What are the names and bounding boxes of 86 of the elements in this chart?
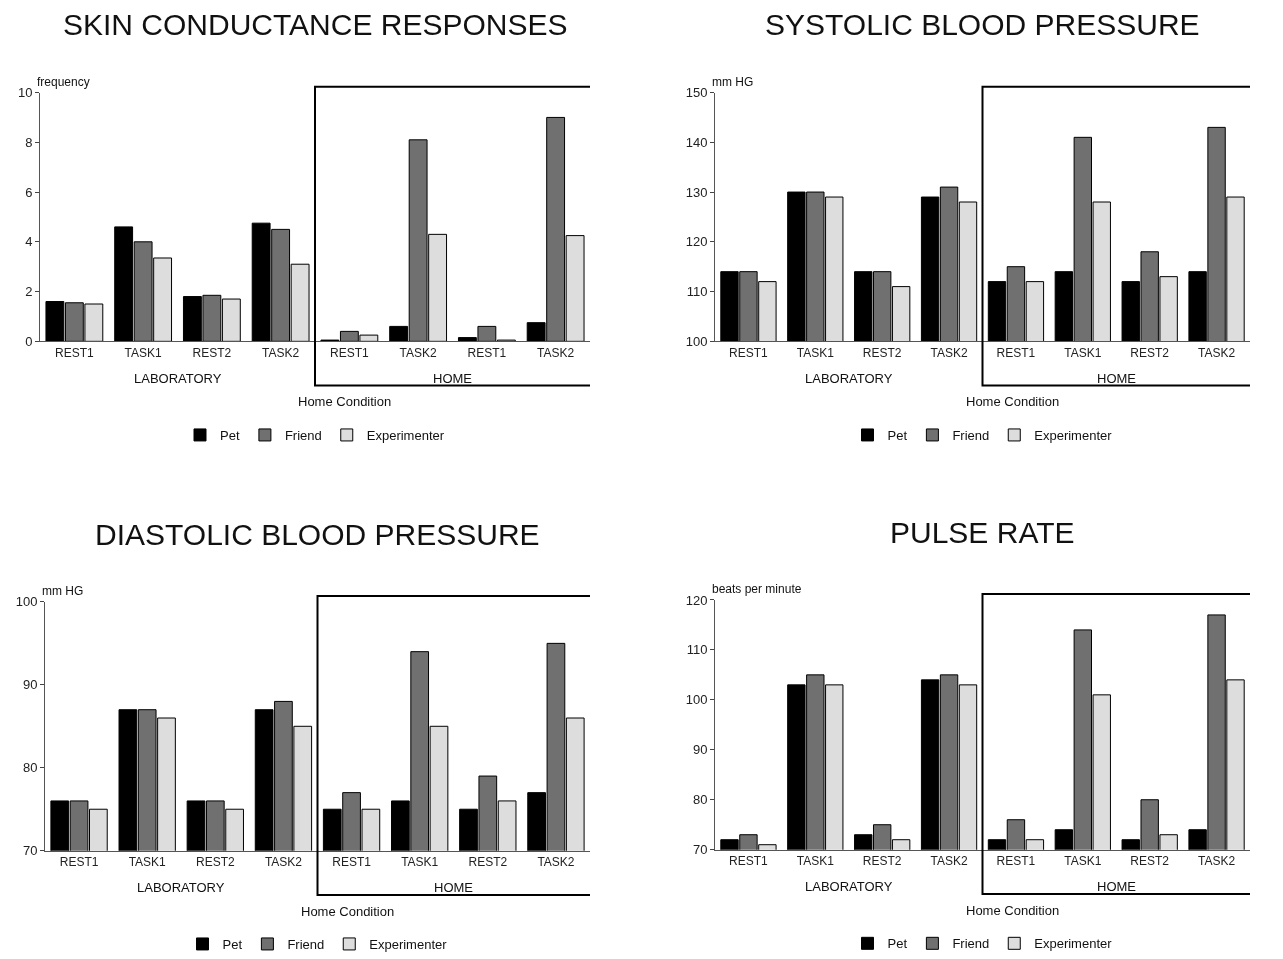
x-tick-label: REST1 — [729, 345, 769, 360]
x-tick-label: TASK1 — [796, 854, 835, 869]
x-tick-label: REST2 — [1130, 854, 1170, 869]
text: HOME — [434, 880, 474, 895]
x-tick-label: TASK2 — [1198, 345, 1236, 360]
y-axis-title: mm HG — [712, 75, 754, 89]
x-tick-label: TASK2 — [399, 345, 438, 360]
legend-label: Experimenter — [366, 428, 445, 444]
x-tick-label: TASK2 — [1198, 854, 1236, 869]
x-tick-label: REST1 — [332, 855, 372, 870]
chart-title: PULSE RATE — [890, 516, 1075, 549]
y-tick-label: 100 — [685, 333, 708, 349]
x-tick-label: TASK2 — [930, 345, 968, 360]
y-tick-label: 70 — [22, 843, 38, 859]
x-tick-label: TASK2 — [262, 345, 300, 360]
y-axis-title: beats per minute — [712, 582, 802, 596]
x-tick-label: REST2 — [862, 854, 902, 869]
x-tick-label: REST1 — [55, 345, 95, 360]
x-axis-title: Home Condition — [966, 903, 1060, 918]
y-tick-label: 4 — [25, 234, 33, 250]
legend-label: Pet — [887, 428, 908, 444]
x-tick-label: REST1 — [729, 854, 769, 869]
x-tick-label: TASK1 — [796, 345, 835, 360]
legend-label: Experimenter — [369, 937, 448, 953]
text: LABORATORY — [805, 879, 893, 894]
legend-label: Pet — [887, 936, 908, 952]
x-tick-label: TASK2 — [537, 855, 575, 870]
y-tick-label: 0 — [25, 333, 33, 349]
y-tick-label: 130 — [685, 184, 708, 200]
y-tick-label: 110 — [686, 284, 708, 300]
x-tick-label: TASK1 — [401, 855, 439, 870]
x-tick-label: REST2 — [468, 855, 508, 870]
legend-label: Friend — [952, 428, 990, 444]
x-tick-label: REST2 — [192, 345, 232, 360]
y-tick-label: 140 — [685, 134, 708, 150]
y-tick-label: 70 — [692, 842, 708, 858]
x-tick-label: REST1 — [59, 855, 99, 870]
legend-label: Friend — [287, 937, 325, 953]
legend-label: Pet — [220, 428, 240, 444]
x-axis-title: Home Condition — [298, 394, 392, 409]
text: LABORATORY — [137, 880, 225, 895]
x-tick-label: TASK1 — [128, 855, 167, 870]
x-tick-label: TASK1 — [1064, 345, 1102, 360]
y-tick-label: 8 — [25, 134, 33, 150]
x-tick-label: TASK2 — [930, 854, 968, 869]
y-tick-label: 80 — [22, 760, 38, 776]
y-axis-title: frequency — [37, 75, 90, 89]
y-tick-label: 6 — [25, 184, 33, 200]
text: LABORATORY — [805, 371, 893, 386]
text: LABORATORY — [134, 371, 222, 386]
y-tick-label: 100 — [685, 692, 708, 708]
x-tick-label: REST1 — [996, 345, 1036, 360]
x-axis-title: Home Condition — [301, 904, 395, 919]
x-tick-label: TASK1 — [124, 345, 163, 360]
y-tick-label: 90 — [692, 742, 708, 758]
x-axis-title: Home Condition — [966, 394, 1060, 409]
x-tick-label: REST1 — [467, 345, 507, 360]
y-tick-label: 150 — [685, 85, 708, 101]
x-tick-label: REST1 — [330, 345, 370, 360]
x-tick-label: TASK2 — [264, 855, 303, 870]
legend-label: Pet — [222, 937, 243, 953]
x-tick-label: REST2 — [862, 345, 902, 360]
text: HOME — [1097, 879, 1137, 894]
chart-title: DIASTOLIC BLOOD PRESSURE — [95, 518, 540, 551]
legend-label: Experimenter — [1034, 428, 1113, 444]
y-tick-label: 2 — [25, 284, 33, 300]
text: HOME — [1097, 371, 1137, 386]
x-tick-label: REST2 — [1130, 345, 1170, 360]
legend-label: Experimenter — [1034, 936, 1113, 952]
y-tick-label: 10 — [17, 85, 33, 101]
x-tick-label: REST1 — [996, 854, 1036, 869]
chart-title: SKIN CONDUCTANCE RESPONSES — [63, 8, 568, 41]
chart-title: SYSTOLIC BLOOD PRESSURE — [765, 8, 1200, 41]
x-tick-label: REST2 — [195, 855, 235, 870]
y-tick-label: 90 — [22, 677, 38, 693]
y-tick-label: 120 — [685, 234, 708, 250]
legend-label: Friend — [284, 428, 322, 444]
y-tick-label: 110 — [686, 642, 708, 658]
y-tick-label: 100 — [15, 594, 38, 610]
text: HOME — [433, 371, 473, 386]
x-tick-label: TASK1 — [1064, 854, 1102, 869]
y-tick-label: 80 — [692, 792, 708, 808]
y-axis-title: mm HG — [42, 584, 84, 598]
legend-label: Friend — [952, 936, 990, 952]
x-tick-label: TASK2 — [537, 345, 575, 360]
y-tick-label: 120 — [685, 592, 708, 608]
